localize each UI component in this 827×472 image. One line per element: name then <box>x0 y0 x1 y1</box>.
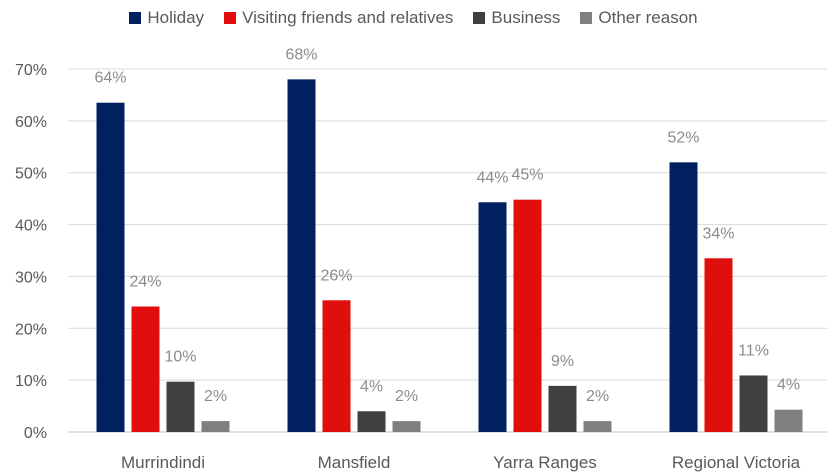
legend-item-visiting-friends: Visiting friends and relatives <box>224 8 453 28</box>
y-tick-label: 40% <box>15 218 47 235</box>
data-label-holiday-yarra-ranges: 44% <box>476 169 508 186</box>
data-label-holiday-mansfield: 68% <box>285 46 317 63</box>
bar-visiting-friends-and-relatives-yarra-ranges <box>513 199 542 432</box>
y-tick-label: 70% <box>15 62 47 79</box>
legend-item-business: Business <box>473 8 560 28</box>
bar-business-mansfield <box>357 411 386 432</box>
legend-swatch-holiday <box>129 12 142 24</box>
data-label-visiting-friends-and-relatives-murrindindi: 24% <box>129 274 161 291</box>
bar-other-reason-yarra-ranges <box>583 421 612 432</box>
category-label-murrindindi: Murrindindi <box>121 453 205 472</box>
bar-business-yarra-ranges <box>548 385 577 432</box>
legend-label-other-reason: Other reason <box>598 8 698 27</box>
y-tick-label: 60% <box>15 114 47 131</box>
legend-label-business: Business <box>491 8 561 27</box>
y-tick-label: 20% <box>15 321 47 338</box>
data-label-business-yarra-ranges: 9% <box>551 353 574 370</box>
y-tick-label: 50% <box>15 166 47 183</box>
data-label-other-reason-murrindindi: 2% <box>204 388 227 405</box>
y-tick-label: 30% <box>15 269 47 286</box>
category-label-mansfield: Mansfield <box>318 453 391 472</box>
data-label-visiting-friends-and-relatives-yarra-ranges: 45% <box>511 167 543 184</box>
data-labels: 64% 24% 10% 2% 68% 26% 4% 2% 44% 45% 9% 2% 52% 34% 11%… <box>94 46 800 405</box>
data-label-business-murrindindi: 10% <box>164 349 196 366</box>
bar-holiday-yarra-ranges <box>478 202 507 432</box>
bar-other-reason-murrindindi <box>201 421 230 432</box>
legend-swatch-business <box>473 12 486 24</box>
category-label-yarra-ranges: Yarra Ranges <box>493 453 597 472</box>
bar-visiting-friends-and-relatives-murrindindi <box>131 306 160 432</box>
bars <box>96 79 803 433</box>
bar-holiday-regional-victoria <box>669 162 698 433</box>
data-label-holiday-murrindindi: 64% <box>94 70 126 87</box>
legend-item-holiday: Holiday <box>129 8 204 28</box>
data-label-other-reason-yarra-ranges: 2% <box>586 388 609 405</box>
bar-holiday-mansfield <box>287 79 316 432</box>
bar-other-reason-mansfield <box>392 421 421 432</box>
legend-swatch-visiting-friends <box>224 12 237 24</box>
legend-label-holiday: Holiday <box>147 8 205 27</box>
bar-visiting-friends-and-relatives-mansfield <box>322 300 351 432</box>
bar-holiday-murrindindi <box>96 102 125 432</box>
y-tick-label: 10% <box>15 373 47 390</box>
data-label-other-reason-mansfield: 2% <box>395 388 418 405</box>
legend-label-visiting-friends: Visiting friends and relatives <box>242 8 454 27</box>
legend-item-other-reason: Other reason <box>580 8 698 28</box>
bar-business-regional-victoria <box>739 375 768 432</box>
data-label-visiting-friends-and-relatives-mansfield: 26% <box>320 267 352 284</box>
data-label-other-reason-regional-victoria: 4% <box>777 377 800 394</box>
y-axis-ticks: 0% 10% 20% 30% 40% 50% 60% 70% <box>15 62 47 442</box>
data-label-visiting-friends-and-relatives-regional-victoria: 34% <box>702 225 734 242</box>
x-axis-categories: Murrindindi Mansfield Yarra Ranges Regional… <box>121 453 801 472</box>
bar-visiting-friends-and-relatives-regional-victoria <box>704 258 733 432</box>
y-tick-label: 0% <box>24 425 47 442</box>
data-label-holiday-regional-victoria: 52% <box>667 129 699 146</box>
data-label-business-mansfield: 4% <box>360 378 383 395</box>
chart-legend: Holiday Visiting friends and relatives B… <box>0 6 827 30</box>
legend-swatch-other-reason <box>580 12 593 24</box>
category-label-regional-victoria: Regional Victoria <box>672 453 801 472</box>
data-label-business-regional-victoria: 11% <box>738 342 769 359</box>
bar-business-murrindindi <box>166 381 195 432</box>
bar-other-reason-regional-victoria <box>774 409 803 432</box>
